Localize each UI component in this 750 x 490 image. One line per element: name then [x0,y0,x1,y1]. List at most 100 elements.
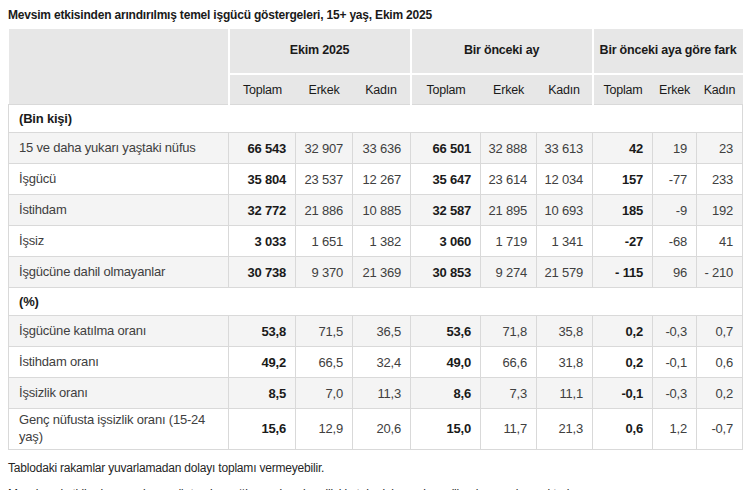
value-cell: -0,7 [697,409,743,450]
value-cell: -0,1 [593,378,653,409]
value-cell: -68 [653,226,697,257]
sub-header-kadin-2: Kadın [537,74,593,105]
page-title: Mevsim etkisinden arındırılmış temel işg… [8,8,742,22]
value-cell: 15,6 [229,409,296,450]
value-cell: 3 033 [229,226,296,257]
value-cell: 9 274 [481,257,537,288]
value-cell: 233 [697,164,743,195]
value-cell: 66 501 [411,133,481,164]
value-cell: 15,0 [411,409,481,450]
corner-cell [9,29,229,105]
row-label: İşgücüne katılma oranı [9,316,229,347]
value-cell: 66 543 [229,133,296,164]
value-cell: 36,5 [353,316,411,347]
value-cell: 0,2 [697,378,743,409]
value-cell: 49,2 [229,347,296,378]
sub-header-toplam-1: Toplam [229,74,296,105]
value-cell: -9 [653,195,697,226]
row-label: İşgücüne dahil olmayanlar [9,257,229,288]
report-page: Mevsim etkisinden arındırılmış temel işg… [0,0,750,490]
value-cell: 30 738 [229,257,296,288]
row-label: İşsizlik oranı [9,378,229,409]
value-cell: -27 [593,226,653,257]
section-header-row: (%) [9,288,743,316]
value-cell: 31,8 [537,347,593,378]
value-cell: 32 888 [481,133,537,164]
sub-header-erkek-1: Erkek [296,74,353,105]
table-row: İşgücüne katılma oranı53,871,536,553,671… [9,316,743,347]
value-cell: 7,3 [481,378,537,409]
value-cell: 20,6 [353,409,411,450]
value-cell: 3 060 [411,226,481,257]
sub-header-erkek-2: Erkek [481,74,537,105]
group-header-row: Ekim 2025 Bir önceki ay Bir önceki aya g… [9,29,743,74]
table-row: 15 ve daha yukarı yaştaki nüfus66 54332 … [9,133,743,164]
value-cell: - 210 [697,257,743,288]
table-header: Ekim 2025 Bir önceki ay Bir önceki aya g… [9,29,743,105]
value-cell: 49,0 [411,347,481,378]
group-header-previous-month: Bir önceki ay [411,29,593,74]
value-cell: 7,0 [296,378,353,409]
value-cell: 23 614 [481,164,537,195]
value-cell: 35 647 [411,164,481,195]
value-cell: 23 [697,133,743,164]
value-cell: 96 [653,257,697,288]
value-cell: 21 895 [481,195,537,226]
value-cell: 185 [593,195,653,226]
value-cell: 32 587 [411,195,481,226]
value-cell: - 115 [593,257,653,288]
section-header: (Bin kişi) [9,105,743,133]
section-header-row: (Bin kişi) [9,105,743,133]
value-cell: 9 370 [296,257,353,288]
value-cell: 21 369 [353,257,411,288]
value-cell: 12 034 [537,164,593,195]
row-label: Genç nüfusta işsizlik oranı (15-24 yaş) [9,409,229,450]
section-header: (%) [9,288,743,316]
value-cell: 1 651 [296,226,353,257]
value-cell: 8,5 [229,378,296,409]
value-cell: 32 907 [296,133,353,164]
value-cell: 11,3 [353,378,411,409]
sub-header-kadin-3: Kadın [697,74,743,105]
value-cell: 35 804 [229,164,296,195]
table-row: İşgücüne dahil olmayanlar30 7389 37021 3… [9,257,743,288]
value-cell: 10 885 [353,195,411,226]
row-label: İstihdam oranı [9,347,229,378]
value-cell: 0,7 [697,316,743,347]
value-cell: 10 693 [537,195,593,226]
group-header-ekim-2025: Ekim 2025 [229,29,411,74]
value-cell: 21 579 [537,257,593,288]
group-header-diff: Bir önceki aya göre fark [593,29,743,74]
value-cell: 53,6 [411,316,481,347]
value-cell: -0,1 [653,347,697,378]
sub-header-kadin-1: Kadın [353,74,411,105]
sub-header-toplam-3: Toplam [593,74,653,105]
value-cell: -0,3 [653,316,697,347]
value-cell: 1 382 [353,226,411,257]
value-cell: 66,6 [481,347,537,378]
value-cell: 12 267 [353,164,411,195]
value-cell: 192 [697,195,743,226]
value-cell: 19 [653,133,697,164]
table-row: İstihdam oranı49,266,532,449,066,631,80,… [9,347,743,378]
value-cell: 53,8 [229,316,296,347]
value-cell: 33 636 [353,133,411,164]
value-cell: -77 [653,164,697,195]
value-cell: 21 886 [296,195,353,226]
value-cell: 32 772 [229,195,296,226]
row-label: 15 ve daha yukarı yaştaki nüfus [9,133,229,164]
value-cell: 157 [593,164,653,195]
table-row: İşsizlik oranı8,57,011,38,67,311,1-0,1-0… [9,378,743,409]
value-cell: 11,7 [481,409,537,450]
value-cell: 35,8 [537,316,593,347]
value-cell: 1,2 [653,409,697,450]
value-cell: 66,5 [296,347,353,378]
value-cell: 12,9 [296,409,353,450]
table-row: İşsiz3 0331 6511 3823 0601 7191 341-27-6… [9,226,743,257]
value-cell: 30 853 [411,257,481,288]
table-row: İstihdam32 77221 88610 88532 58721 89510… [9,195,743,226]
table-body: (Bin kişi)15 ve daha yukarı yaştaki nüfu… [9,105,743,450]
value-cell: 0,6 [593,409,653,450]
value-cell: 21,3 [537,409,593,450]
footnote-rounding: Tablodaki rakamlar yuvarlamadan dolayı t… [8,461,742,475]
